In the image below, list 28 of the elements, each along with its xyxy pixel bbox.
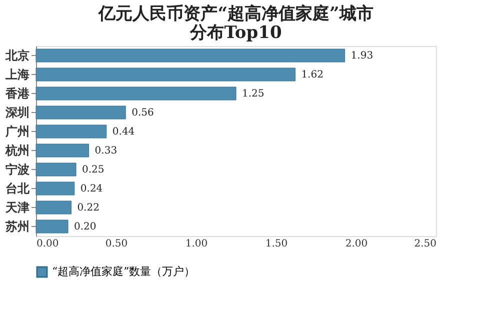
legend-label: “超高净值家庭”数量（万户） xyxy=(52,265,196,278)
data-label: 1.25 xyxy=(242,88,264,100)
x-tick-label: 0.00 xyxy=(36,238,59,250)
data-label: 1.62 xyxy=(301,70,324,80)
data-label: 0.56 xyxy=(132,108,154,118)
data-label: 0.44 xyxy=(112,126,135,138)
y-tick-label: 台北 xyxy=(6,182,30,196)
data-label: 0.24 xyxy=(80,184,103,194)
y-tick-label: 苏州 xyxy=(4,220,30,234)
y-tick-label: 上海 xyxy=(4,68,30,82)
y-tick-label: 天津 xyxy=(4,200,30,214)
data-label: 0.33 xyxy=(94,146,118,156)
y-tick-label: 杭州 xyxy=(4,144,30,158)
y-tick-label: 北京 xyxy=(4,48,30,62)
x-tick-label: 1.00 xyxy=(185,238,208,250)
data-label: 0.25 xyxy=(82,164,104,176)
data-label: 0.22 xyxy=(77,202,100,214)
y-tick-label: 香港 xyxy=(4,86,30,100)
x-tick-label: 0.50 xyxy=(105,238,128,250)
y-tick-label: 深圳 xyxy=(4,106,30,120)
x-tick-label: 2.50 xyxy=(414,238,436,250)
y-tick-label: 宁波 xyxy=(6,162,30,176)
y-tick-label: 广州 xyxy=(4,124,30,138)
data-label: 1.93 xyxy=(350,50,374,62)
chart-title: 亿元人民币资产“超高净值家庭”城市分布Top10 xyxy=(98,4,374,43)
x-tick-label: 1.50 xyxy=(265,238,288,250)
data-label: 0.20 xyxy=(74,222,96,232)
x-tick-label: 2.00 xyxy=(345,238,368,250)
